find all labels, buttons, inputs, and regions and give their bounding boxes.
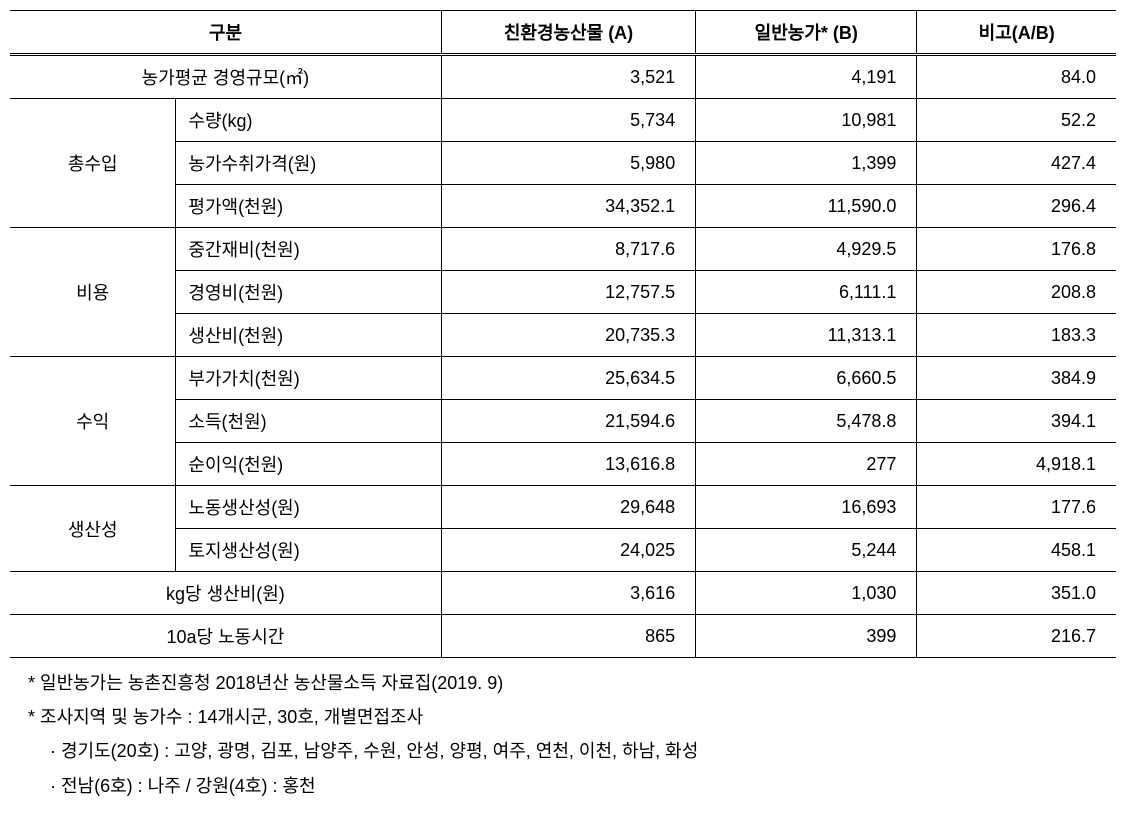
footnote-2: * 조사지역 및 농가수 : 14개시군, 30호, 개별면접조사 [28, 700, 1116, 734]
cell-b: 399 [696, 615, 917, 658]
table-row: 총수입 수량(kg) 5,734 10,981 52.2 [10, 99, 1116, 142]
cell-b: 6,660.5 [696, 357, 917, 400]
cell-a: 25,634.5 [441, 357, 695, 400]
cell-a: 5,734 [441, 99, 695, 142]
row-label: 생산비(천원) [176, 314, 441, 357]
cell-a: 3,616 [441, 572, 695, 615]
cell-b: 11,590.0 [696, 185, 917, 228]
table-row: 비용 중간재비(천원) 8,717.6 4,929.5 176.8 [10, 228, 1116, 271]
cell-b: 6,111.1 [696, 271, 917, 314]
row-label: 경영비(천원) [176, 271, 441, 314]
cell-a: 34,352.1 [441, 185, 695, 228]
cell-b: 4,929.5 [696, 228, 917, 271]
row-label: 소득(천원) [176, 400, 441, 443]
cell-b: 11,313.1 [696, 314, 917, 357]
row-label: 농가수취가격(원) [176, 142, 441, 185]
table-row: 순이익(천원) 13,616.8 277 4,918.1 [10, 443, 1116, 486]
group-label-cost: 비용 [10, 228, 176, 357]
row-label: 중간재비(천원) [176, 228, 441, 271]
cell-b: 4,191 [696, 55, 917, 99]
table-row: 생산비(천원) 20,735.3 11,313.1 183.3 [10, 314, 1116, 357]
row-label: 순이익(천원) [176, 443, 441, 486]
header-col-a: 친환경농산물 (A) [441, 11, 695, 55]
cell-c: 458.1 [917, 529, 1116, 572]
cell-c: 183.3 [917, 314, 1116, 357]
row-label: kg당 생산비(원) [10, 572, 441, 615]
header-category: 구분 [10, 11, 441, 55]
cell-c: 216.7 [917, 615, 1116, 658]
table-row: 소득(천원) 21,594.6 5,478.8 394.1 [10, 400, 1116, 443]
cell-a: 13,616.8 [441, 443, 695, 486]
footnote-3: · 경기도(20호) : 고양, 광명, 김포, 남양주, 수원, 안성, 양평… [28, 734, 1116, 768]
row-label: 노동생산성(원) [176, 486, 441, 529]
row-label: 농가평균 경영규모(㎡) [10, 55, 441, 99]
cell-a: 12,757.5 [441, 271, 695, 314]
table-row: 생산성 노동생산성(원) 29,648 16,693 177.6 [10, 486, 1116, 529]
cell-a: 20,735.3 [441, 314, 695, 357]
cell-c: 4,918.1 [917, 443, 1116, 486]
cell-c: 52.2 [917, 99, 1116, 142]
cell-c: 351.0 [917, 572, 1116, 615]
cell-b: 10,981 [696, 99, 917, 142]
footnotes: * 일반농가는 농촌진흥청 2018년산 농산물소득 자료집(2019. 9) … [10, 666, 1116, 803]
cell-b: 1,030 [696, 572, 917, 615]
group-label-income: 총수입 [10, 99, 176, 228]
table-row: 10a당 노동시간 865 399 216.7 [10, 615, 1116, 658]
row-label: 토지생산성(원) [176, 529, 441, 572]
group-label-productivity: 생산성 [10, 486, 176, 572]
table-row: kg당 생산비(원) 3,616 1,030 351.0 [10, 572, 1116, 615]
row-label: 수량(kg) [176, 99, 441, 142]
cell-a: 29,648 [441, 486, 695, 529]
group-label-profit: 수익 [10, 357, 176, 486]
cell-c: 394.1 [917, 400, 1116, 443]
cell-c: 296.4 [917, 185, 1116, 228]
cell-c: 208.8 [917, 271, 1116, 314]
header-col-b: 일반농가* (B) [696, 11, 917, 55]
row-label: 10a당 노동시간 [10, 615, 441, 658]
table-row: 경영비(천원) 12,757.5 6,111.1 208.8 [10, 271, 1116, 314]
cell-b: 5,478.8 [696, 400, 917, 443]
header-row: 구분 친환경농산물 (A) 일반농가* (B) 비고(A/B) [10, 11, 1116, 55]
cell-b: 16,693 [696, 486, 917, 529]
cell-b: 1,399 [696, 142, 917, 185]
cell-a: 5,980 [441, 142, 695, 185]
row-label: 평가액(천원) [176, 185, 441, 228]
row-label: 부가가치(천원) [176, 357, 441, 400]
table-row: 평가액(천원) 34,352.1 11,590.0 296.4 [10, 185, 1116, 228]
cell-c: 176.8 [917, 228, 1116, 271]
cell-b: 277 [696, 443, 917, 486]
footnote-1: * 일반농가는 농촌진흥청 2018년산 농산물소득 자료집(2019. 9) [28, 666, 1116, 700]
table-row: 토지생산성(원) 24,025 5,244 458.1 [10, 529, 1116, 572]
table-row: 농가평균 경영규모(㎡) 3,521 4,191 84.0 [10, 55, 1116, 99]
cell-c: 427.4 [917, 142, 1116, 185]
footnote-4: · 전남(6호) : 나주 / 강원(4호) : 홍천 [28, 769, 1116, 803]
table-container: 구분 친환경농산물 (A) 일반농가* (B) 비고(A/B) 농가평균 경영규… [10, 10, 1116, 803]
data-table: 구분 친환경농산물 (A) 일반농가* (B) 비고(A/B) 농가평균 경영규… [10, 10, 1116, 658]
cell-a: 24,025 [441, 529, 695, 572]
table-row: 농가수취가격(원) 5,980 1,399 427.4 [10, 142, 1116, 185]
cell-c: 84.0 [917, 55, 1116, 99]
table-row: 수익 부가가치(천원) 25,634.5 6,660.5 384.9 [10, 357, 1116, 400]
cell-b: 5,244 [696, 529, 917, 572]
cell-a: 3,521 [441, 55, 695, 99]
cell-c: 384.9 [917, 357, 1116, 400]
cell-a: 865 [441, 615, 695, 658]
header-col-c: 비고(A/B) [917, 11, 1116, 55]
cell-c: 177.6 [917, 486, 1116, 529]
cell-a: 8,717.6 [441, 228, 695, 271]
cell-a: 21,594.6 [441, 400, 695, 443]
